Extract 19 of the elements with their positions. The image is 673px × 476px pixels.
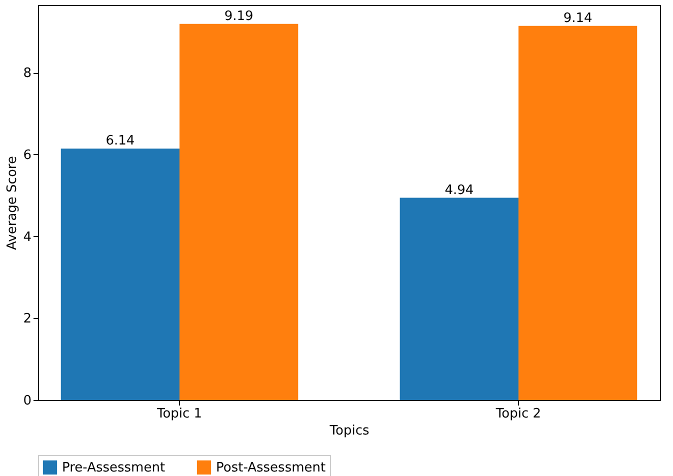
legend-label: Pre-Assessment [62,460,166,476]
y-tick-label: 4 [23,230,32,245]
bar [60,148,180,400]
bar [400,198,518,400]
x-axis-title: Topics [328,424,370,438]
y-tick-label: 0 [23,394,32,408]
y-tick-label: 8 [23,66,32,82]
x-tick-label: Topic 1 [156,406,202,422]
y-axis-title: Average Score [5,156,20,250]
data-label: 9.19 [224,8,254,24]
data-label: 4.94 [444,182,474,198]
bar [518,26,638,400]
bar [180,24,298,400]
data-label: 9.14 [563,10,592,26]
x-tick-label: Topic 2 [494,406,542,422]
y-tick-label: 6 [23,148,32,163]
legend-label: Post-Assessment [216,460,326,476]
data-label: 6.14 [106,134,135,149]
y-tick-label: 2 [23,312,32,327]
